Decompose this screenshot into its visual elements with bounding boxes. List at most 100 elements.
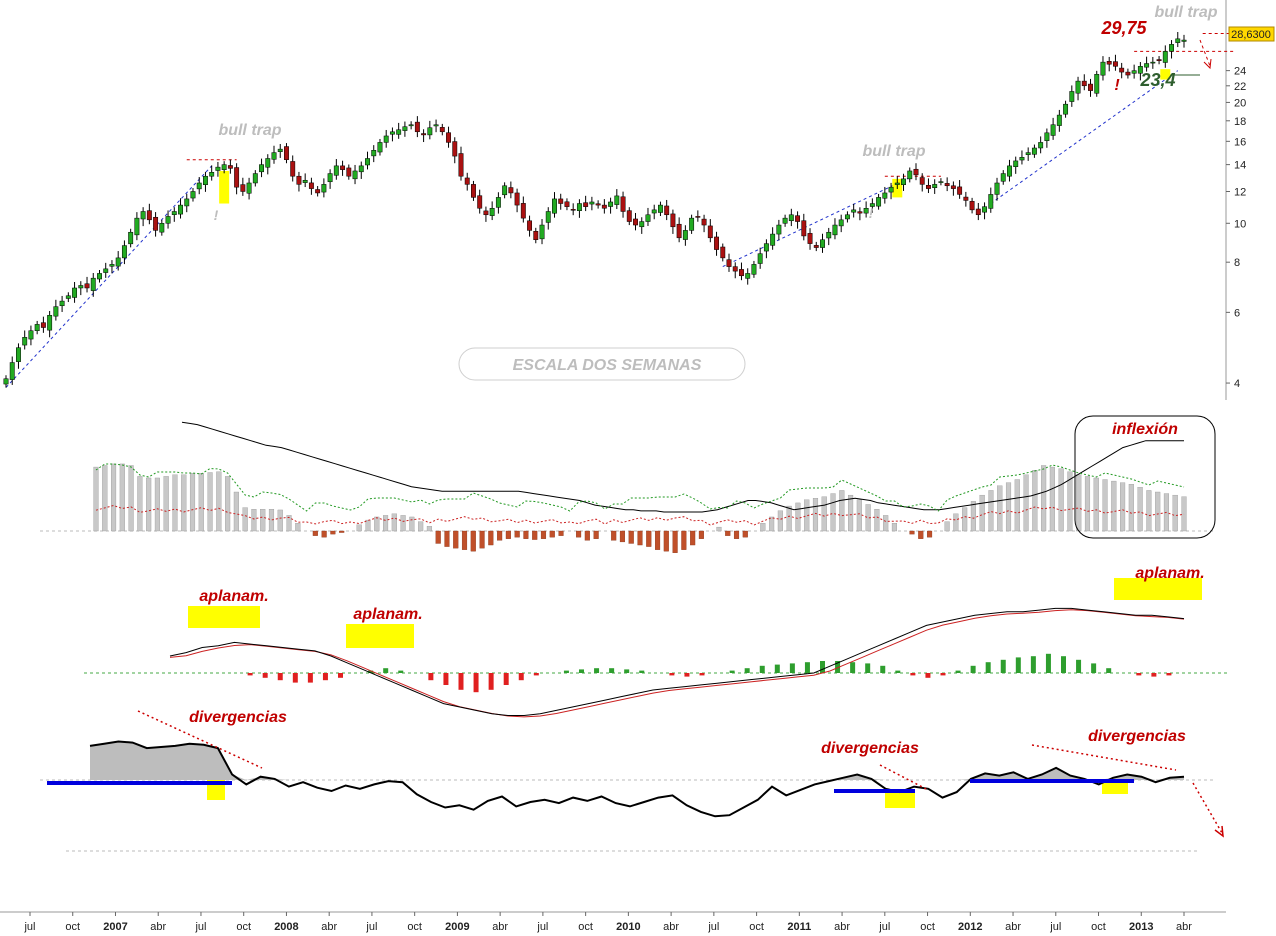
- candle-body: [969, 201, 975, 211]
- candle-body: [595, 203, 601, 206]
- hist-bar: [558, 530, 564, 536]
- candle: [146, 203, 152, 225]
- candle: [377, 138, 383, 156]
- candle-body: [514, 192, 520, 206]
- hist-bar: [619, 530, 626, 543]
- price-tick-label: 14: [1234, 160, 1246, 172]
- candle-body: [16, 347, 21, 362]
- hist-bar: [1076, 474, 1082, 532]
- candle: [452, 137, 458, 164]
- candle-body: [957, 186, 963, 195]
- candle-body: [1150, 61, 1156, 64]
- price-tick-label: 20: [1234, 97, 1246, 109]
- candle-body: [539, 224, 545, 240]
- hist-bar: [979, 494, 985, 532]
- hist-bar: [1014, 479, 1020, 532]
- candle: [514, 188, 520, 213]
- hist-bar: [962, 507, 968, 532]
- candle: [340, 160, 346, 176]
- candle-body: [327, 173, 333, 183]
- scale-label-box: [458, 347, 746, 381]
- macd-bar: [1151, 673, 1157, 677]
- candle-body: [446, 132, 451, 143]
- candle: [745, 268, 751, 285]
- macd-bar: [368, 670, 374, 673]
- candle-body: [745, 273, 751, 279]
- candle-body: [1050, 124, 1056, 136]
- candle: [22, 330, 28, 350]
- candle: [333, 159, 339, 180]
- candle-body: [608, 201, 614, 207]
- macd-bar: [428, 673, 434, 681]
- candle-body: [165, 216, 171, 224]
- candle-body: [763, 243, 769, 252]
- macd-highlight-2: [346, 624, 414, 648]
- candle: [290, 155, 296, 182]
- candle-body: [1013, 160, 1019, 167]
- candle: [608, 197, 614, 214]
- candle: [234, 163, 240, 195]
- candle-body: [340, 165, 346, 170]
- candle-body: [1038, 142, 1044, 149]
- candle-body: [558, 198, 564, 204]
- candle: [820, 233, 825, 253]
- candle: [614, 189, 620, 210]
- macd-bar: [669, 673, 675, 676]
- candle-body: [975, 208, 981, 216]
- candle: [396, 122, 402, 139]
- candle-body: [1100, 61, 1106, 76]
- candle-body: [495, 197, 501, 208]
- macd-bar: [383, 668, 389, 673]
- candle: [121, 240, 127, 265]
- candle-body: [1094, 74, 1100, 94]
- hist-bar: [1093, 477, 1099, 532]
- candle: [259, 158, 264, 178]
- candle: [9, 356, 15, 385]
- candle: [763, 239, 769, 259]
- hist-bar: [400, 515, 406, 532]
- candle: [28, 325, 34, 346]
- candle-body: [639, 221, 645, 228]
- candle-body: [277, 148, 283, 152]
- candle-body: [259, 164, 264, 173]
- hist-bar: [312, 530, 318, 536]
- candle-body: [919, 177, 925, 185]
- candle: [196, 176, 202, 195]
- x-month-label: oct: [1091, 921, 1106, 933]
- candle: [346, 164, 352, 180]
- macd-bar: [338, 673, 343, 678]
- candle: [676, 217, 682, 243]
- candle: [907, 167, 913, 183]
- hist-bar: [479, 530, 485, 549]
- candle-body: [414, 121, 420, 133]
- candle: [589, 196, 595, 211]
- annotation-exclamation-1: !: [214, 207, 219, 223]
- candle: [869, 198, 875, 213]
- candle: [739, 262, 744, 281]
- candle: [689, 214, 695, 234]
- macd-bar: [1091, 663, 1097, 673]
- hist-bar: [944, 521, 950, 532]
- candle: [982, 202, 988, 220]
- hist-bar: [909, 530, 915, 535]
- hist-bar: [690, 530, 696, 546]
- candle: [595, 200, 601, 209]
- x-month-label: jul: [194, 921, 206, 933]
- candle: [84, 276, 90, 293]
- macd-bar: [1000, 659, 1006, 673]
- annotation-aplanam-2: aplanam.: [353, 606, 422, 623]
- macd-bar: [1106, 668, 1112, 673]
- hist-bar: [698, 530, 704, 539]
- macd-bar: [970, 665, 976, 673]
- candle: [271, 145, 277, 164]
- macd-signal-line: [169, 609, 1185, 718]
- candle-body: [1000, 173, 1006, 182]
- candle: [389, 127, 395, 142]
- hist-bar: [1058, 468, 1064, 532]
- candle: [1100, 56, 1106, 81]
- macd-bar: [277, 673, 283, 681]
- candle-body: [527, 220, 533, 231]
- macd-bar: [518, 673, 524, 681]
- price-tick-label: 6: [1234, 307, 1240, 319]
- candle-body: [433, 124, 439, 127]
